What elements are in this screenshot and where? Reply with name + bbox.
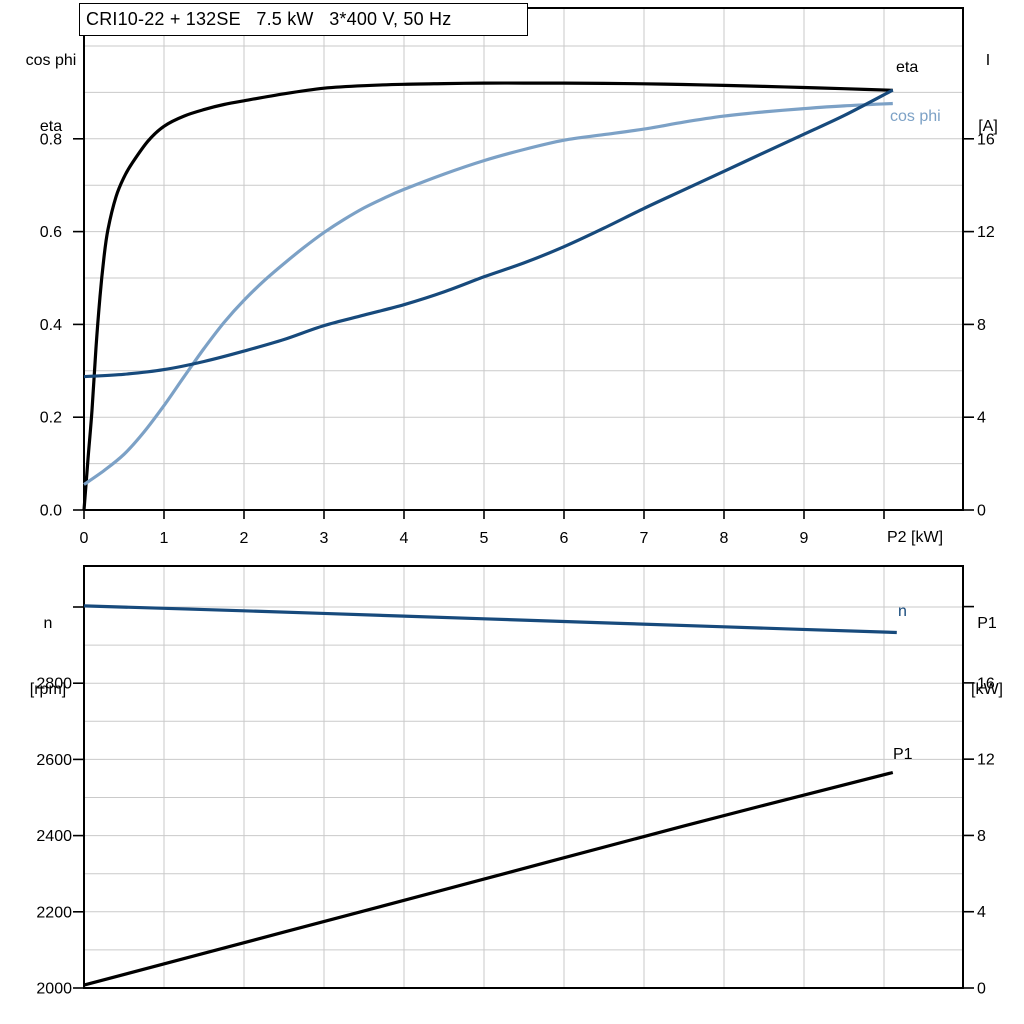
efficiency-cosphi-current-vs-shaft-power-x-tick-label: 8 bbox=[720, 530, 729, 547]
speed-and-input-power-vs-shaft-power-left-tick-label: 2200 bbox=[36, 904, 72, 921]
top-right-axis-title: I [A] bbox=[956, 6, 1020, 160]
current-axis-unit: [A] bbox=[978, 118, 998, 135]
efficiency-cosphi-current-vs-shaft-power-x-tick-label: 0 bbox=[80, 530, 89, 547]
eta-axis-title: eta bbox=[39, 118, 63, 135]
speed-and-input-power-vs-shaft-power-right-tick-label: 16 bbox=[977, 675, 995, 692]
eta-curve-label: eta bbox=[896, 59, 919, 76]
efficiency-cosphi-current-vs-shaft-power-right-tick-label: 8 bbox=[977, 317, 986, 334]
I-curve bbox=[83, 88, 894, 379]
speed-and-input-power-vs-shaft-power-right-tick-label: 8 bbox=[977, 828, 986, 845]
efficiency-cosphi-current-vs-shaft-power-x-tick-label: 9 bbox=[800, 530, 809, 547]
efficiency-cosphi-current-vs-shaft-power-right-tick-label: 4 bbox=[977, 410, 986, 427]
speed-and-input-power-vs-shaft-power-left-tick-label: 2600 bbox=[36, 752, 72, 769]
efficiency-cosphi-current-vs-shaft-power-left-tick-label: 0.6 bbox=[40, 224, 62, 241]
x-axis-unit-label: P2 [kW] bbox=[887, 529, 944, 546]
p1-curve-label: P1 bbox=[893, 746, 913, 763]
cos-phi-curve-label: cos phi bbox=[890, 108, 941, 125]
efficiency-cosphi-current-vs-shaft-power-left-tick-label: 0.0 bbox=[40, 503, 62, 520]
speed-axis-unit: [rpm] bbox=[29, 681, 67, 698]
efficiency-cosphi-current-vs-shaft-power-x-tick-label: 3 bbox=[320, 530, 329, 547]
efficiency-cosphi-current-vs-shaft-power-x-tick-label: 7 bbox=[640, 530, 649, 547]
efficiency-cosphi-current-vs-shaft-power-right-tick-label: 12 bbox=[977, 224, 995, 241]
speed-and-input-power-vs-shaft-power-right-tick-label: 0 bbox=[977, 981, 986, 998]
efficiency-cosphi-current-vs-shaft-power-x-tick-label: 5 bbox=[480, 530, 489, 547]
speed-and-input-power-vs-shaft-power-right-tick-label: 4 bbox=[977, 904, 986, 921]
n-curve bbox=[83, 604, 897, 635]
speed-and-input-power-vs-shaft-power-right-tick-label: 12 bbox=[977, 752, 995, 769]
top-left-axis-title: cos phi eta bbox=[8, 6, 94, 160]
efficiency-cosphi-current-vs-shaft-power-x-tick-label: 6 bbox=[560, 530, 569, 547]
input-power-axis-title: P1 bbox=[977, 615, 997, 632]
cos-phi-axis-title: cos phi bbox=[25, 52, 77, 69]
P1-curve bbox=[83, 770, 894, 987]
efficiency-cosphi-current-vs-shaft-power-x-tick-label: 2 bbox=[240, 530, 249, 547]
efficiency-cosphi-current-vs-shaft-power-left-tick-label: 0.8 bbox=[40, 131, 62, 148]
input-power-axis-unit: [kW] bbox=[971, 681, 1003, 698]
efficiency-cosphi-current-vs-shaft-power-right-tick-label: 0 bbox=[977, 503, 986, 520]
efficiency-cosphi-current-vs-shaft-power-left-tick-label: 0.2 bbox=[40, 410, 62, 427]
n-curve-label: n bbox=[898, 603, 907, 620]
speed-and-input-power-vs-shaft-power-left-tick-label: 2400 bbox=[36, 828, 72, 845]
speed-and-input-power-vs-shaft-power-left-tick-label: 2800 bbox=[36, 676, 72, 693]
bottom-left-axis-title: n [rpm] bbox=[6, 569, 90, 723]
speed-and-input-power-vs-shaft-power-left-tick-label: 2000 bbox=[36, 981, 72, 998]
efficiency-cosphi-current-vs-shaft-power-x-tick-label: 1 bbox=[160, 530, 169, 547]
speed-axis-title: n bbox=[43, 615, 53, 632]
efficiency-cosphi-current-vs-shaft-power-x-tick-label: 4 bbox=[400, 530, 409, 547]
cos-phi-curve bbox=[83, 101, 893, 486]
speed-and-input-power-vs-shaft-power-plot-frame bbox=[83, 565, 964, 989]
eta-curve bbox=[82, 81, 893, 511]
current-axis-title: I bbox=[985, 52, 991, 69]
efficiency-cosphi-current-vs-shaft-power-left-tick-label: 0.4 bbox=[40, 317, 62, 334]
efficiency-cosphi-current-vs-shaft-power-right-tick-label: 16 bbox=[977, 131, 995, 148]
pump-title-box: CRI10-22 + 132SE 7.5 kW 3*400 V, 50 Hz bbox=[79, 3, 528, 36]
bottom-right-axis-title: P1 [kW] bbox=[954, 569, 1020, 723]
